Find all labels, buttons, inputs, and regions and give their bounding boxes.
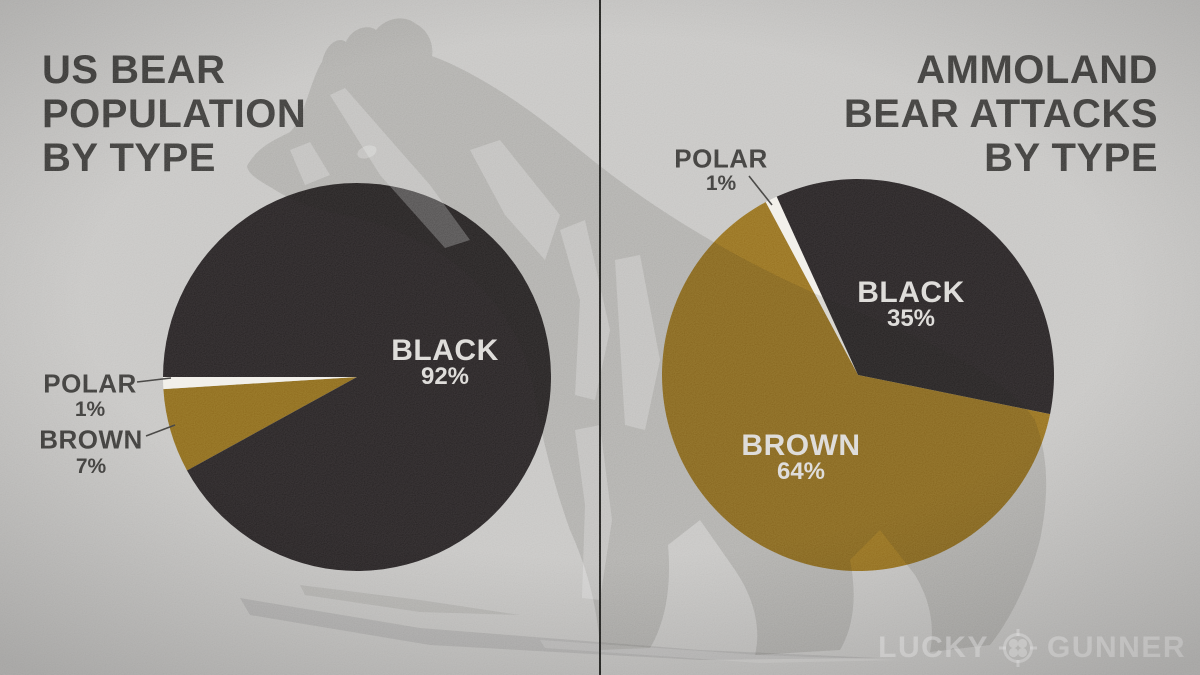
left-title-line-1: US BEAR	[42, 48, 226, 92]
left-brown-value: 7%	[75, 455, 107, 478]
left-title-line-3: BY TYPE	[42, 136, 216, 180]
right-brown-value: 64%	[776, 458, 826, 485]
left-black-value: 92%	[420, 363, 470, 390]
left-brown-label: BROWN	[39, 424, 143, 455]
leader-line-right-polar	[748, 175, 773, 206]
right-chart-title: AMMOLAND BEAR ATTACKS BY TYPE	[844, 48, 1158, 180]
reticle-clover-icon	[998, 629, 1037, 667]
right-black-value: 35%	[886, 305, 936, 332]
right-polar-label: POLAR	[674, 143, 768, 174]
right-title-line-2: BEAR ATTACKS	[843, 92, 1158, 136]
right-polar-value: 1%	[705, 172, 737, 195]
left-title-line-2: POPULATION	[42, 92, 307, 136]
lucky-gunner-logo: LUCKY GUNNER	[878, 628, 1186, 668]
logo-text-lucky: LUCKY	[878, 631, 989, 664]
left-polar-value: 1%	[74, 398, 106, 421]
left-chart-title: US BEAR POPULATION BY TYPE	[42, 48, 306, 180]
left-polar-label: POLAR	[43, 368, 137, 399]
logo-text-gunner: GUNNER	[1046, 631, 1186, 664]
right-title-line-3: BY TYPE	[984, 136, 1158, 180]
center-divider-line	[599, 0, 601, 675]
right-title-line-1: AMMOLAND	[916, 48, 1158, 92]
